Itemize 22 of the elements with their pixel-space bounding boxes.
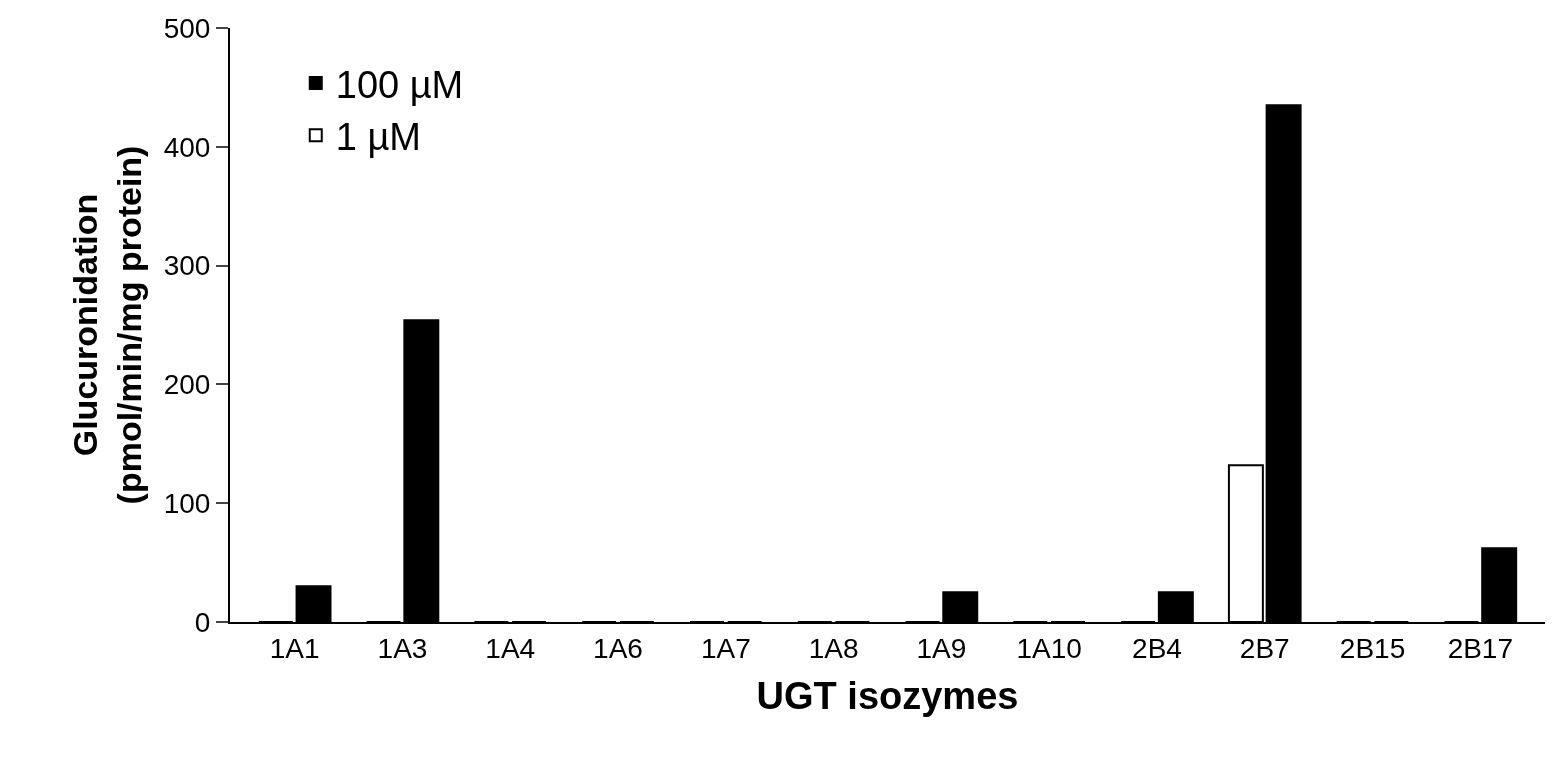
y-tick-label: 500 [163,12,211,44]
y-tick-label: 200 [163,369,211,401]
x-tick-label: 1A1 [269,632,320,664]
x-tick-label: 2B4 [1132,632,1182,664]
x-tick-label: 1A4 [485,632,536,664]
x-tick-label: 1A3 [377,632,428,664]
x-tick-label: 1A7 [700,632,751,664]
y-axis-title: Glucuronidation (pmol/min/mg protein) [65,145,148,505]
x-tick-label: 1A10 [1016,632,1082,664]
x-tick-label: 2B15 [1339,632,1406,664]
y-tick-label: 100 [163,488,211,519]
x-tick-label: 1A8 [808,632,859,664]
x-tick-label: 1A6 [593,632,643,664]
y-tick-label: 300 [163,250,211,282]
x-tick-label: 2B7 [1239,632,1290,664]
x-axis-title: UGT isozymes [756,675,1019,718]
x-tick-label: 1A9 [916,632,967,664]
legend-label: 100 µM [335,63,464,106]
y-tick-label: 400 [163,131,211,163]
y-tick-label: 0 [194,606,211,638]
legend-label: 1 µM [335,116,421,159]
x-tick-label: 2B17 [1447,632,1514,664]
